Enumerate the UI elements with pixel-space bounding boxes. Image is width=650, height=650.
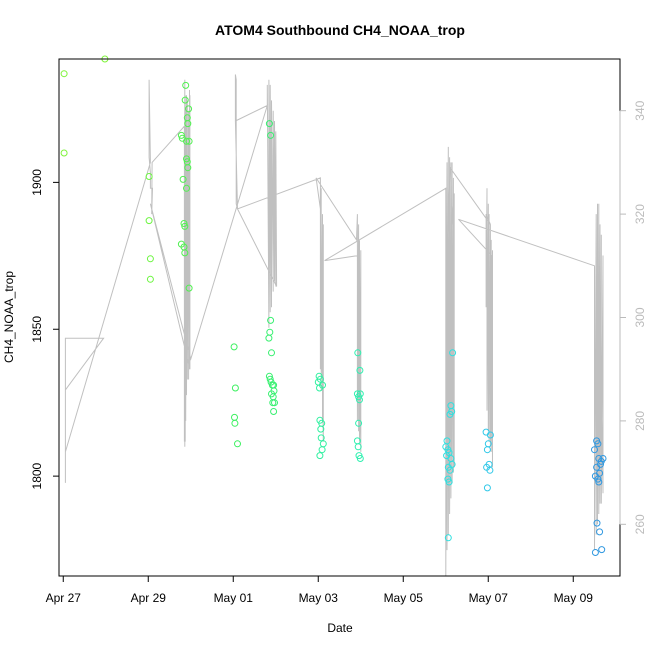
ch4-data-point xyxy=(356,455,364,462)
ch4-data-point xyxy=(145,173,153,180)
ch4-data-point xyxy=(591,446,598,454)
ch4-data-point xyxy=(183,137,190,145)
ch4-data-point xyxy=(271,399,278,407)
ch4-data-point xyxy=(596,528,604,536)
ch4-data-point xyxy=(234,440,241,448)
y-tick-label: 1850 xyxy=(30,316,44,343)
ch4-data-point xyxy=(184,120,192,128)
ch4-data-point xyxy=(267,131,275,139)
ch4-data-point xyxy=(486,431,494,439)
ch4-data-point xyxy=(317,425,325,433)
y-right-tick-label: 260 xyxy=(633,514,647,534)
ch4-data-point xyxy=(185,137,193,145)
x-tick-label: May 05 xyxy=(384,591,424,605)
ch4-data-point xyxy=(483,446,491,454)
ch4-data-point xyxy=(182,81,190,89)
ch4-data-point xyxy=(179,175,187,183)
ch4-data-point xyxy=(354,349,362,357)
x-tick-label: May 09 xyxy=(554,591,594,605)
ch4-data-point xyxy=(448,460,456,468)
ch4-data-point xyxy=(146,255,154,263)
ch4-data-point xyxy=(267,316,275,324)
y-right-tick-label: 320 xyxy=(633,204,647,224)
ch4-data-point xyxy=(356,396,363,404)
x-axis: Apr 27 Apr 29 May 01 May 03 May 05 May 07 May … xyxy=(46,575,594,605)
ch4-data-point xyxy=(596,469,604,477)
ch4-data-point xyxy=(446,466,454,474)
y-right-tick-label: 300 xyxy=(633,307,647,327)
x-axis-label: Date xyxy=(327,621,353,635)
ch4-data-point xyxy=(486,466,494,474)
ch4-data-point xyxy=(449,349,457,357)
ch4-data-point xyxy=(230,343,238,351)
ch4-data-point xyxy=(265,334,273,342)
ch4-data-point xyxy=(446,410,454,418)
ch4-data-point xyxy=(316,384,323,392)
ch4-data-point xyxy=(60,70,68,78)
x-tick-label: Apr 29 xyxy=(131,591,167,605)
ch4-data-point xyxy=(181,222,189,230)
ch4-data-point xyxy=(595,478,603,486)
ch4-data-point xyxy=(354,443,362,451)
ch4-data-point xyxy=(270,408,278,415)
ch4-data-point xyxy=(483,484,491,492)
ch4-data-point xyxy=(181,96,189,104)
ch4-data-point xyxy=(181,249,189,257)
x-tick-label: May 03 xyxy=(299,591,339,605)
ch4-data-point xyxy=(177,131,185,139)
ch4-data-point xyxy=(355,419,363,427)
ch4-data-point xyxy=(145,217,153,225)
ch4-data-point xyxy=(265,120,273,128)
ch4-data-point xyxy=(185,105,193,113)
y-tick-label: 1900 xyxy=(30,169,44,196)
ch4-data-point xyxy=(598,546,606,554)
ch4-data-point xyxy=(268,390,275,398)
ch4-data-point xyxy=(318,446,326,454)
ch4-data-point xyxy=(593,463,601,471)
ch4-data-point xyxy=(316,452,324,460)
ch4-data-point xyxy=(60,149,68,157)
ch4-points-layer xyxy=(60,55,607,556)
y-tick-label: 1800 xyxy=(30,462,44,489)
ch4-data-point xyxy=(231,384,239,392)
x-tick-label: May 01 xyxy=(214,591,254,605)
x-tick-label: May 07 xyxy=(469,591,509,605)
y-axis-right: 260 280 300 320 340 xyxy=(619,100,647,534)
ch4-data-point xyxy=(597,457,605,465)
ch4-data-point xyxy=(445,478,453,486)
y-right-tick-label: 340 xyxy=(633,100,647,120)
ch4-data-point xyxy=(185,284,193,292)
ch4-data-point xyxy=(593,519,601,527)
ch4-data-point xyxy=(183,155,190,163)
ch4-data-point xyxy=(180,220,188,227)
ch4-data-point xyxy=(268,349,275,357)
ch4-data-point xyxy=(183,184,190,192)
ch4-data-point xyxy=(591,549,599,556)
y-axis-label: CH4_NOAA_trop xyxy=(2,271,16,363)
chart-title: ATOM4 Southbound CH4_NOAA_trop xyxy=(215,22,465,38)
ch4-data-point xyxy=(444,534,452,542)
ch4-data-point xyxy=(184,164,192,172)
ch4-data-point xyxy=(317,434,325,442)
y-right-tick-label: 280 xyxy=(633,411,647,431)
ch4-data-point xyxy=(231,419,239,427)
ch4-data-point xyxy=(266,375,274,383)
y-axis-left: 1800 1850 1900 xyxy=(30,169,60,489)
ch4-data-point xyxy=(594,440,602,448)
x-tick-label: Apr 27 xyxy=(46,591,82,605)
ch4-data-point xyxy=(146,275,154,283)
ch4-data-point xyxy=(356,366,364,374)
